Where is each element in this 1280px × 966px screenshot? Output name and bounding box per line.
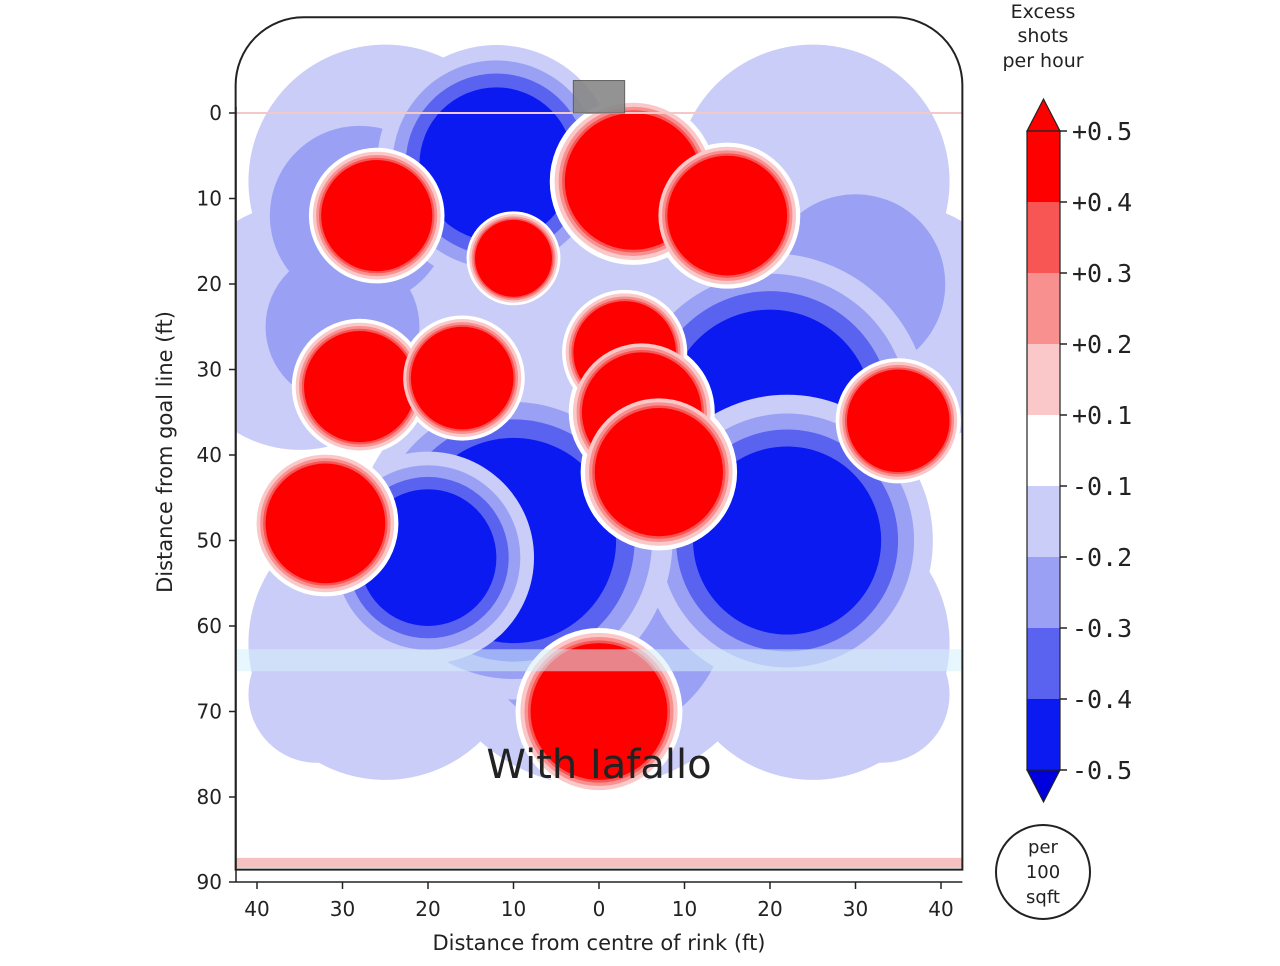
colorbar-band-6 — [1027, 557, 1060, 628]
x-tick-label: 10 — [672, 897, 697, 921]
axis-ticks: 0 10 20 30 40 50 60 70 80 90 40 30 20 10 0 10 20 30 40 — [197, 101, 954, 921]
y-tick-label: 60 — [197, 614, 222, 638]
cold-ring-3 — [693, 446, 882, 635]
hot-region-hot-left-point — [256, 454, 395, 593]
hot-ring-3 — [846, 369, 950, 473]
chart-annotation: With Iafallo — [486, 742, 711, 788]
colorbar-bands — [1026, 97, 1061, 804]
y-tick-label: 20 — [197, 272, 222, 296]
hot-ring-3 — [321, 160, 433, 272]
x-tick-label: 40 — [928, 897, 953, 921]
unit-circle — [995, 824, 1091, 920]
rink-boards — [234, 16, 964, 871]
y-tick-label: 80 — [197, 785, 222, 809]
x-tick-label: 30 — [843, 897, 868, 921]
hot-ring-3 — [304, 331, 416, 443]
colorbar-band-2 — [1027, 273, 1060, 344]
x-tick-label: 30 — [330, 897, 355, 921]
x-tick-label: 20 — [757, 897, 782, 921]
hot-region-hot-left-high-b — [403, 319, 522, 438]
hot-region-hot-slot-lower — [585, 398, 733, 546]
y-tick-label: 30 — [197, 358, 222, 382]
colorbar-tick-label: +0.2 — [1072, 330, 1132, 359]
colorbar-frame — [1026, 130, 1061, 771]
hot-region-hot-right-faceoff — [658, 146, 797, 285]
colorbar-title-line-1: Excess — [1011, 1, 1076, 23]
goal-net — [572, 80, 626, 114]
unit-line-2: 100 — [1026, 862, 1060, 883]
colorbar-tick-label: -0.1 — [1072, 472, 1132, 501]
heatmap-layer — [235, 17, 963, 870]
y-tick-label: 70 — [197, 700, 222, 724]
y-tick-label: 0 — [209, 101, 222, 125]
y-tick-label: 10 — [197, 187, 222, 211]
hot-region-hot-blue-line — [520, 632, 678, 791]
colorbar-tick-label: +0.1 — [1072, 401, 1132, 430]
colorbar-band-0 — [1027, 131, 1060, 202]
colorbar-tick-label: -0.2 — [1072, 543, 1132, 572]
colorbar-ticks: +0.5 +0.4 +0.3 +0.2 +0.1 -0.1 -0.2 -0.3 -0.4 -0.5 — [1060, 117, 1132, 785]
unit-line-1: per — [1028, 837, 1059, 858]
colorbar-band-3 — [1027, 344, 1060, 415]
colorbar-tick-label: -0.3 — [1072, 614, 1132, 643]
y-tick-label: 90 — [197, 870, 222, 894]
wash-blob-7 — [248, 626, 386, 763]
colorbar-title-line-3: per hour — [1002, 50, 1083, 72]
cold-ring-3 — [419, 87, 574, 242]
hot-ring-3 — [594, 407, 723, 537]
hot-region-hot-left-high-a — [295, 322, 424, 451]
colorbar-band-1 — [1027, 202, 1060, 273]
colorbar: Excess shots per hour +0.5+0.4+0.3+0.2+0… — [995, 1, 1132, 920]
x-axis-label: Distance from centre of rink (ft) — [433, 931, 766, 955]
hot-region-hot-small-slot — [469, 214, 558, 303]
contour-regions — [235, 44, 963, 795]
x-tick-label: 10 — [501, 897, 526, 921]
colorbar-tick-label: -0.5 — [1072, 756, 1132, 785]
hot-ring-3 — [475, 219, 552, 297]
hot-ring-3 — [530, 643, 668, 780]
hot-region-hot-right-point — [839, 361, 958, 480]
hot-ring-3 — [410, 326, 514, 430]
hot-ring-3 — [667, 155, 788, 276]
y-tick-label: 50 — [197, 529, 222, 553]
colorbar-band-8 — [1027, 699, 1060, 770]
x-tick-label: 40 — [244, 897, 269, 921]
y-tick-label: 40 — [197, 443, 222, 467]
colorbar-tick-label: -0.4 — [1072, 685, 1132, 714]
x-tick-label: 0 — [593, 897, 606, 921]
colorbar-tick-label: +0.3 — [1072, 259, 1132, 288]
colorbar-band-7 — [1027, 628, 1060, 699]
x-tick-label: 20 — [415, 897, 440, 921]
y-axis-label: Distance from goal line (ft) — [153, 311, 177, 593]
colorbar-tick-label: +0.5 — [1072, 117, 1132, 146]
colorbar-tick-label: +0.4 — [1072, 188, 1132, 217]
unit-line-3: sqft — [1026, 887, 1060, 908]
hot-ring-3 — [265, 463, 386, 584]
colorbar-title-line-2: shots — [1018, 25, 1069, 47]
colorbar-band-5 — [1027, 486, 1060, 557]
colorbar-band-4 — [1027, 415, 1060, 486]
hot-region-hot-left-circle — [312, 151, 441, 280]
